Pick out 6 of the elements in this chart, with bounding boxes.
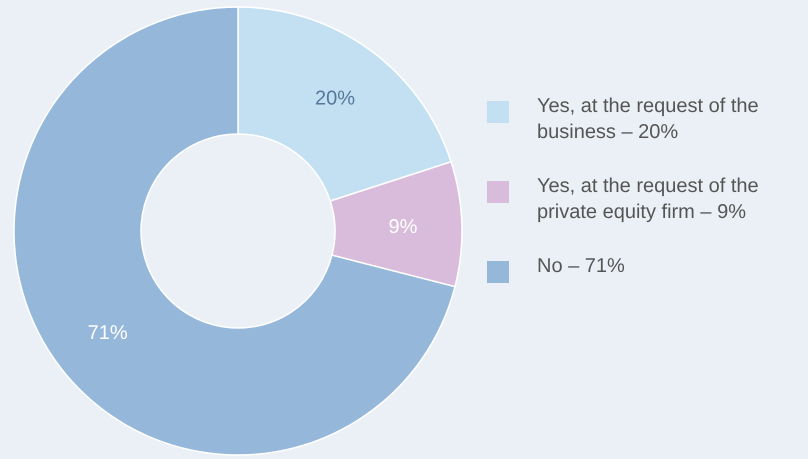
data-label: 20%: [314, 88, 356, 110]
data-label: 9%: [388, 216, 418, 238]
legend-label: Yes, at the request of the private equity firm – 9%: [537, 175, 759, 223]
data-label: 71%: [88, 322, 128, 344]
legend-label: Yes, at the request of the business – 20%: [537, 95, 759, 143]
legend-label: No – 71%: [537, 255, 626, 277]
